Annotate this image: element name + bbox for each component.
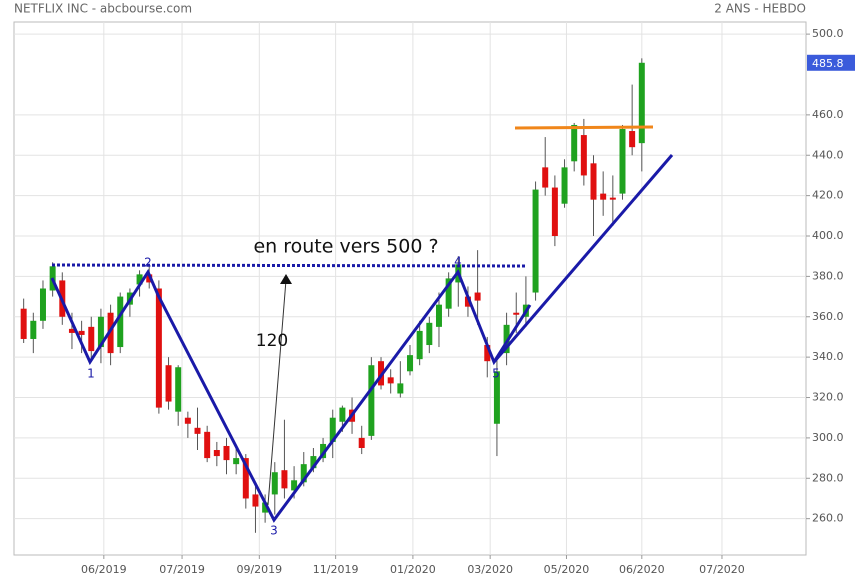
y-tick-label: 360.0 <box>812 310 844 323</box>
candle-body <box>68 328 75 333</box>
candle-body <box>629 131 636 148</box>
candle-body <box>155 288 162 408</box>
candle-body <box>165 365 172 402</box>
last-price-box <box>807 54 855 71</box>
y-tick-label: 260.0 <box>812 512 844 525</box>
candle-body <box>223 445 230 461</box>
resistance-line <box>51 263 527 268</box>
candle-body <box>464 296 471 307</box>
candle-body <box>213 450 220 457</box>
candle-body <box>542 167 549 188</box>
y-tick-label: 440.0 <box>812 148 844 161</box>
last-price-label: 485.8 <box>812 57 844 70</box>
annotation: en route vers 500 ? <box>253 236 438 258</box>
x-tick-label: 03/2020 <box>467 563 513 576</box>
candle-body <box>242 458 249 499</box>
candle-body <box>474 292 481 301</box>
arrow-line <box>267 279 287 506</box>
chart-title: NETFLIX INC - abcbourse.com <box>14 2 192 16</box>
candle-body <box>194 427 201 434</box>
y-tick-label: 420.0 <box>812 189 844 202</box>
candle-body <box>513 312 520 315</box>
candle-body <box>329 417 336 442</box>
candle-body <box>571 124 578 162</box>
y-tick-label: 400.0 <box>812 229 844 242</box>
candle-body <box>416 330 423 360</box>
trend-line <box>492 154 674 363</box>
x-tick-label: 09/2019 <box>236 563 282 576</box>
candle-body <box>184 417 191 424</box>
wave-label: 4 <box>454 255 462 269</box>
x-tick-label: 07/2020 <box>699 563 745 576</box>
wave-label: 1 <box>87 367 95 381</box>
chart-subtitle: 2 ANS - HEBDO <box>714 2 806 16</box>
candle-body <box>407 355 413 372</box>
y-tick-label: 280.0 <box>812 471 844 484</box>
candle-body <box>30 320 37 339</box>
breakout-line <box>514 125 654 130</box>
candle-body <box>426 322 433 346</box>
y-tick-label: 500.0 <box>812 27 844 40</box>
candle-body <box>638 62 645 144</box>
plot-area <box>13 21 807 556</box>
candle-body <box>117 296 124 348</box>
wave-label: 5 <box>492 367 500 381</box>
candle-body <box>580 135 587 176</box>
candle-body <box>493 371 500 424</box>
wave-label: 3 <box>270 524 278 538</box>
candle-body <box>175 367 182 412</box>
candle-body <box>20 308 27 339</box>
candle-body <box>445 278 452 309</box>
x-tick-label: 01/2020 <box>390 563 436 576</box>
candle-body <box>204 431 211 459</box>
candle-body <box>262 502 269 513</box>
candle-body <box>107 312 114 354</box>
wave-label: 2 <box>144 256 152 270</box>
candle-body <box>397 383 404 394</box>
candle-body <box>484 345 491 362</box>
candle-body <box>252 494 259 507</box>
candle-body <box>310 456 317 469</box>
y-tick-label: 340.0 <box>812 350 844 363</box>
candle-body <box>619 129 626 194</box>
candle-body <box>78 330 85 335</box>
candle-body <box>387 377 394 384</box>
candle-body <box>339 407 346 422</box>
candle-body <box>97 316 104 348</box>
candle-body <box>300 464 307 483</box>
y-tick-label: 300.0 <box>812 431 844 444</box>
candle-body <box>320 443 327 459</box>
candle-body <box>561 167 568 204</box>
candle-body <box>600 193 607 200</box>
x-tick-label: 11/2019 <box>313 563 359 576</box>
x-tick-label: 05/2020 <box>544 563 590 576</box>
candle-body <box>590 163 597 200</box>
candle-body <box>503 324 510 354</box>
candle-body <box>39 288 46 321</box>
candle-body <box>291 480 298 491</box>
x-tick-label: 07/2019 <box>159 563 205 576</box>
y-tick-label: 460.0 <box>812 108 844 121</box>
y-tick-label: 320.0 <box>812 391 844 404</box>
candle-body <box>88 326 95 352</box>
arrow-head <box>280 274 292 284</box>
candle-body <box>368 365 375 436</box>
candle-body <box>233 458 240 465</box>
candle-body <box>551 187 558 237</box>
wave-line <box>50 268 532 523</box>
annotation: 120 <box>256 331 288 351</box>
candle-body <box>136 274 143 285</box>
candle-body <box>435 304 442 327</box>
y-tick-label: 380.0 <box>812 269 844 282</box>
candle-body <box>271 472 278 495</box>
candle-body <box>609 197 616 200</box>
candle-body <box>281 470 288 489</box>
x-tick-label: 06/2019 <box>81 563 127 576</box>
candle-body <box>358 437 365 448</box>
x-tick-label: 06/2020 <box>619 563 665 576</box>
candle-body <box>532 189 539 293</box>
